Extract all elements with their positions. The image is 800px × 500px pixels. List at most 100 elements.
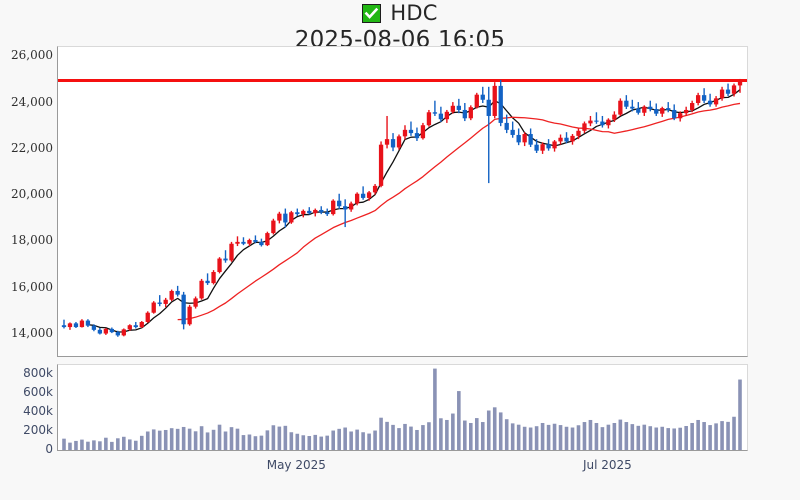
volume-bar (666, 428, 671, 450)
volume-bar (313, 434, 318, 450)
volume-bar (630, 424, 635, 450)
candle-body (121, 329, 126, 336)
volume-bar (588, 419, 593, 450)
candle-body (354, 193, 360, 204)
candle-body (223, 258, 228, 261)
volume-bar (271, 425, 276, 450)
candle-body (594, 120, 599, 122)
volume-bar (510, 423, 515, 450)
candle-body (211, 271, 216, 284)
volume-bar (343, 427, 347, 450)
volume-bar (564, 426, 569, 450)
volume-tick-label: 800k (23, 366, 53, 381)
candle-body (163, 299, 168, 304)
volume-bar (702, 422, 706, 450)
candle-body (139, 321, 144, 328)
candle-body (91, 325, 97, 330)
candle-body (725, 89, 731, 94)
volume-bar (349, 431, 353, 450)
volume-tick-label: 0 (45, 442, 53, 456)
volume-bar (163, 429, 168, 450)
candle-body (301, 210, 306, 215)
volume-bar (289, 432, 294, 450)
volume-bar (600, 427, 605, 450)
volume-bar (367, 433, 371, 450)
volume-bar (516, 424, 521, 450)
candle-body (522, 134, 527, 143)
candle-body (319, 209, 324, 213)
candle-body (510, 129, 515, 135)
candle-body (396, 136, 402, 148)
candle-body (707, 100, 713, 105)
volume-bar (582, 422, 587, 450)
volume-bar (636, 425, 641, 450)
volume-plot-svg (62, 368, 742, 450)
candle-body (456, 105, 461, 110)
candle-body (666, 108, 671, 110)
candle-body (684, 109, 689, 114)
volume-chart[interactable] (57, 364, 748, 451)
volume-bar (732, 416, 736, 450)
x-tick-label: Jul 2025 (582, 458, 632, 472)
volume-bar (427, 422, 431, 450)
volume-bar (654, 427, 659, 450)
volume-bar (552, 423, 557, 450)
candle-body (73, 323, 79, 328)
volume-bar (558, 425, 563, 450)
candle-body (247, 240, 252, 244)
price-axis-labels: 26,000 24,000 22,000 20,000 18,000 16,000 14,0… (0, 0, 53, 500)
volume-bar (540, 422, 545, 450)
volume-bar (642, 424, 647, 450)
candle-body (229, 243, 234, 261)
page-title: HDC (390, 1, 438, 25)
candle-body (384, 139, 390, 145)
price-tick-label: 14,000 (11, 326, 53, 340)
price-chart[interactable] (57, 46, 748, 357)
candle-body (624, 100, 629, 107)
volume-bar (397, 428, 401, 450)
candle-body (612, 114, 617, 120)
candle-body (719, 89, 725, 99)
volume-bar (98, 441, 102, 450)
volume-bar (391, 424, 395, 450)
volume-bar (169, 428, 174, 450)
volume-bar (720, 421, 724, 450)
candle-body (402, 129, 408, 137)
volume-bar (295, 433, 300, 450)
candle-body (420, 125, 426, 139)
check-icon[interactable] (362, 4, 382, 23)
volume-bar (157, 430, 162, 450)
volume-bar (116, 438, 120, 450)
volume-tick-label: 400k (23, 404, 53, 419)
volume-bar (492, 407, 497, 450)
candle-body (127, 325, 132, 330)
volume-bar (463, 420, 467, 450)
candle-body (672, 109, 677, 119)
candle-body (331, 200, 336, 215)
volume-bar (80, 439, 84, 450)
volume-bar (181, 426, 186, 450)
candle-body (480, 94, 485, 100)
candle-body (654, 109, 659, 114)
price-tick-label: 24,000 (11, 94, 53, 109)
volume-axis-labels: 0 200k 400k 600k 800k (0, 0, 53, 500)
volume-bar (205, 432, 210, 450)
volume-bar (480, 422, 485, 450)
price-plot-svg (58, 78, 747, 337)
volume-bar (193, 431, 198, 450)
volume-bar (714, 423, 718, 450)
volume-bar (187, 428, 192, 450)
candle-body (737, 81, 743, 86)
volume-bar (133, 440, 138, 450)
volume-bar (528, 427, 533, 450)
candle-body (462, 109, 467, 119)
candle-body (444, 111, 450, 120)
volume-bar (319, 436, 324, 450)
volume-bar (139, 435, 144, 450)
candle-body (271, 220, 276, 234)
candle-body (325, 212, 330, 215)
price-tick-label: 26,000 (11, 48, 53, 63)
candle-body (360, 193, 366, 198)
volume-bar (474, 418, 479, 450)
candle-body (217, 258, 222, 272)
